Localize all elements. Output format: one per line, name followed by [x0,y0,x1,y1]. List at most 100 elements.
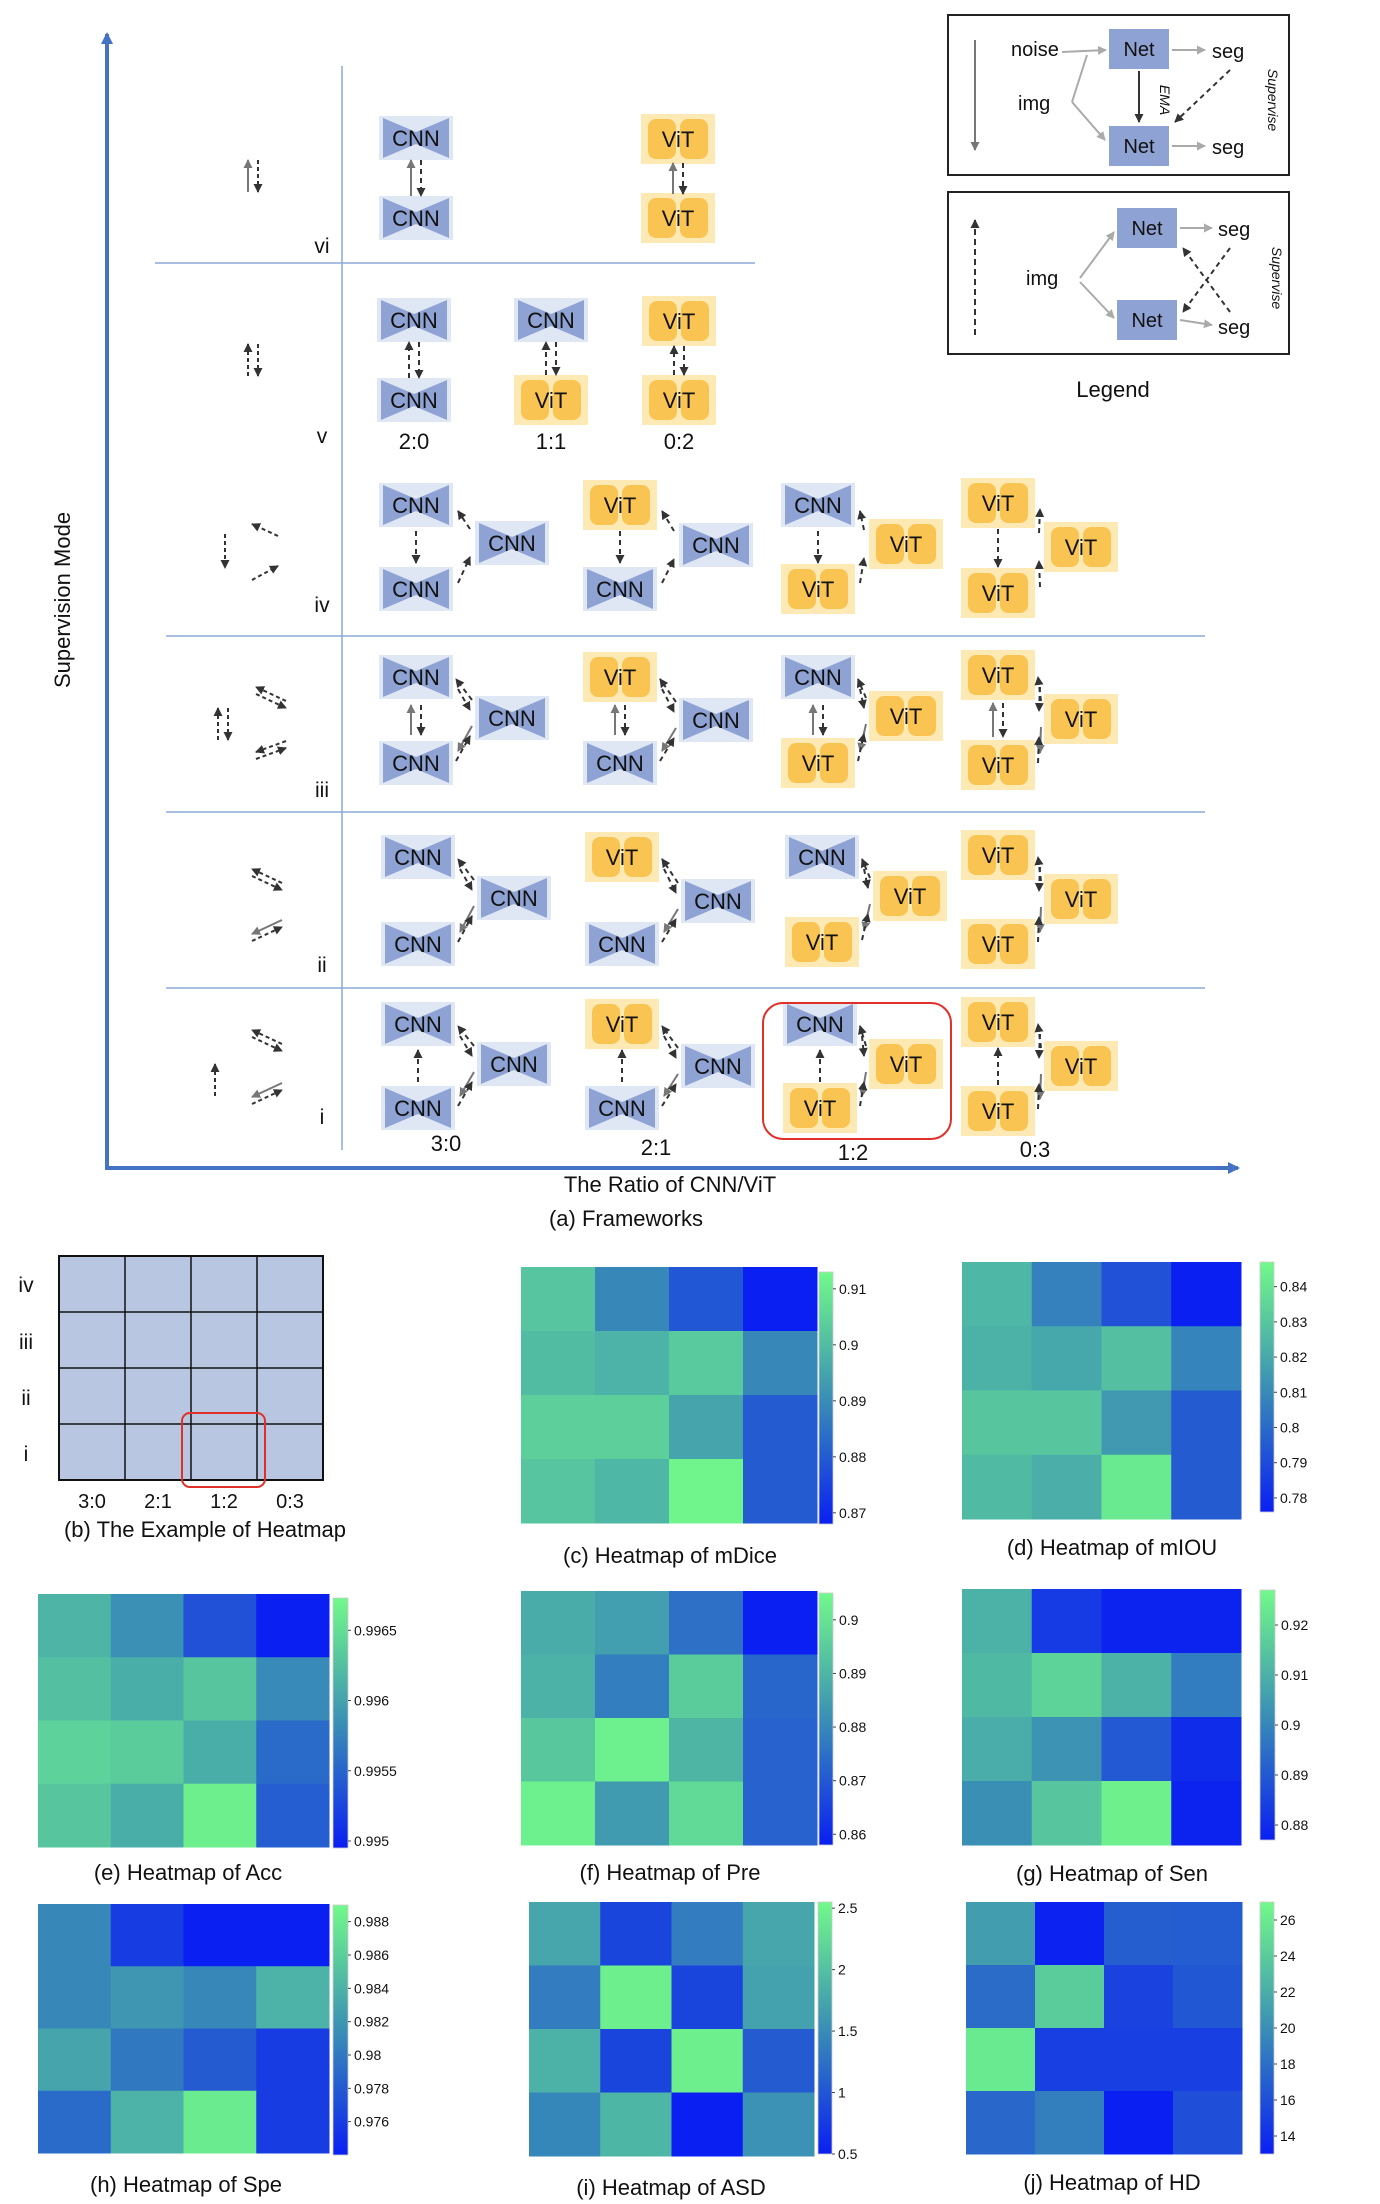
arrow-ii-1-b1 [459,905,475,933]
arrow-iii-3-b2 [857,733,867,762]
heatmap-8-cell-i-1 [966,2091,1036,2155]
node-25-label: CNN [488,706,536,731]
y-axis-label: Supervision Mode [50,512,75,688]
legend-net-1 [1109,29,1169,69]
heatmap-7-cell-ii-4 [742,2029,815,2093]
heatmap-4-colorbar [819,1593,833,1845]
arrow-iii-4-t2 [1034,686,1044,712]
arrow-iii-4-b2 [1034,736,1044,764]
heatmap-8-cell-ii-3 [1104,2028,1174,2092]
heatmap-4-caption: (f) Heatmap of Pre [580,1860,761,1885]
heatmap-6-tick-7: 0.976 [354,2114,389,2130]
heatmap-5-tick-2: 0.91 [1281,1667,1308,1683]
node-52-label: CNN [694,1054,742,1079]
node-19-label: ViT [890,532,923,557]
heatmap-7-cell-i-4 [742,2092,815,2157]
heatmap-8-cell-i-3 [1104,2091,1174,2155]
example-caption: (b) The Example of Heatmap [64,1517,346,1542]
heatmap-4-cell-ii-1 [521,1718,596,1782]
example-row-ii: ii [21,1387,30,1410]
heatmap-8-colorbar [1260,1902,1274,2154]
example-col-2: 2:1 [144,1491,172,1513]
heatmap-3-cell-iv-3 [183,1594,257,1658]
heatmap-8-cell-iv-2 [1035,1902,1105,1966]
heatmap-1-colorbar [819,1272,833,1524]
legend-net-3-label: Net [1131,218,1163,240]
node-24: CNN [379,741,453,785]
legend-supervise-2: Supervise [1269,247,1285,309]
example-row-iii: iii [19,1331,33,1354]
legend-seg-3: seg [1218,219,1250,241]
node-31-label: ViT [890,704,923,729]
heatmap-1: 0.91 0.9 0.89 0.88 0.87 (c) Heatmap of mDice [521,1267,866,1568]
heatmap-2-tick-1: 0.84 [1280,1279,1307,1295]
heatmap-6-tick-4: 0.982 [354,2014,389,2030]
node-10-label: ViT [663,388,696,413]
framework-arrows [404,159,1045,1110]
heatmap-5-cell-iii-4 [1171,1653,1242,1718]
node-42-label: ViT [806,930,839,955]
heatmap-5-cell-iii-1 [962,1653,1033,1718]
node-14: ViT [583,480,657,530]
node-50: ViT [585,999,659,1049]
heatmap-1-cell-iii-3 [669,1331,744,1396]
node-31: ViT [869,691,943,741]
node-4: ViT [641,193,715,243]
node-30-label: ViT [802,751,835,776]
node-29: CNN [781,655,855,699]
heatmap-1-cell-iv-4 [743,1267,818,1332]
heatmap-6-cell-iii-2 [110,1966,184,2029]
arrow-i-2-t1 [661,1025,679,1049]
node-11-label: CNN [392,493,440,518]
legend-ema: EMA [1157,85,1173,115]
heatmap-1-tick-4: 0.88 [839,1449,866,1465]
node-15: CNN [583,567,657,611]
heatmap-5-cell-iv-2 [1031,1589,1102,1654]
node-22: ViT [1044,522,1118,572]
heatmap-7-caption: (i) Heatmap of ASD [576,2175,766,2200]
node-8: ViT [514,375,588,425]
node-8-label: ViT [535,388,568,413]
heatmap-1-cell-ii-4 [743,1395,818,1460]
heatmap-2-cell-iii-1 [962,1326,1033,1391]
heatmap-2-cell-iv-2 [1031,1262,1102,1327]
heatmap-6-cell-iv-4 [256,1904,330,1967]
heatmap-1-cell-i-4 [743,1459,818,1524]
heatmap-8-tick-7: 14 [1280,2128,1296,2144]
heatmap-7-cell-ii-2 [600,2029,672,2093]
heatmap-2: 0.84 0.83 0.82 0.81 0.8 0.79 0.78 (d) Heatmap o… [962,1261,1307,1560]
node-56-label: ViT [982,1010,1015,1035]
row-labels: vi v iv iii ii i [314,235,330,1129]
heatmap-4-cell-i-1 [521,1781,596,1846]
heatmap-2-cell-ii-4 [1171,1390,1242,1456]
icon-iii-b2 [255,746,287,760]
heatmap-6-tick-1: 0.988 [354,1914,389,1930]
heatmap-4-cell-iv-1 [521,1591,596,1655]
icon-iii-t2 [255,693,287,709]
heatmap-7-cell-i-2 [600,2092,672,2157]
node-13-label: CNN [488,531,536,556]
legend-seg-1: seg [1212,41,1244,63]
ratio-label-v-1: 2:0 [399,429,430,454]
heatmap-2-cell-iv-4 [1171,1262,1242,1327]
node-44-label: ViT [982,843,1015,868]
node-47-label: CNN [394,1012,442,1037]
arrow-iii-2-b1 [661,727,677,752]
arrow-ii-3-b1 [861,903,871,931]
heatmap-3-cell-iii-2 [110,1657,184,1721]
node-51-label: CNN [598,1096,646,1121]
heatmap-6-tick-2: 0.986 [354,1947,389,1963]
row-dividers [155,66,1205,1150]
row-label-iii: iii [315,779,329,802]
node-36: CNN [381,922,455,966]
heatmap-4: 0.9 0.89 0.88 0.87 0.86 (f) Heatmap of Pre [521,1591,866,1885]
heatmap-4-cell-ii-2 [595,1718,670,1782]
heatmap-2-cell-ii-2 [1031,1390,1102,1456]
heatmap-7-cell-iv-2 [600,1902,672,1966]
node-48: CNN [381,1086,455,1130]
heatmap-3-cell-ii-1 [38,1720,112,1785]
icon-iv-b [251,565,279,581]
heatmap-7-tick-4: 1 [838,2085,846,2101]
heatmap-5-tick-1: 0.92 [1281,1617,1308,1633]
heatmap-8-cell-ii-2 [1035,2028,1105,2092]
